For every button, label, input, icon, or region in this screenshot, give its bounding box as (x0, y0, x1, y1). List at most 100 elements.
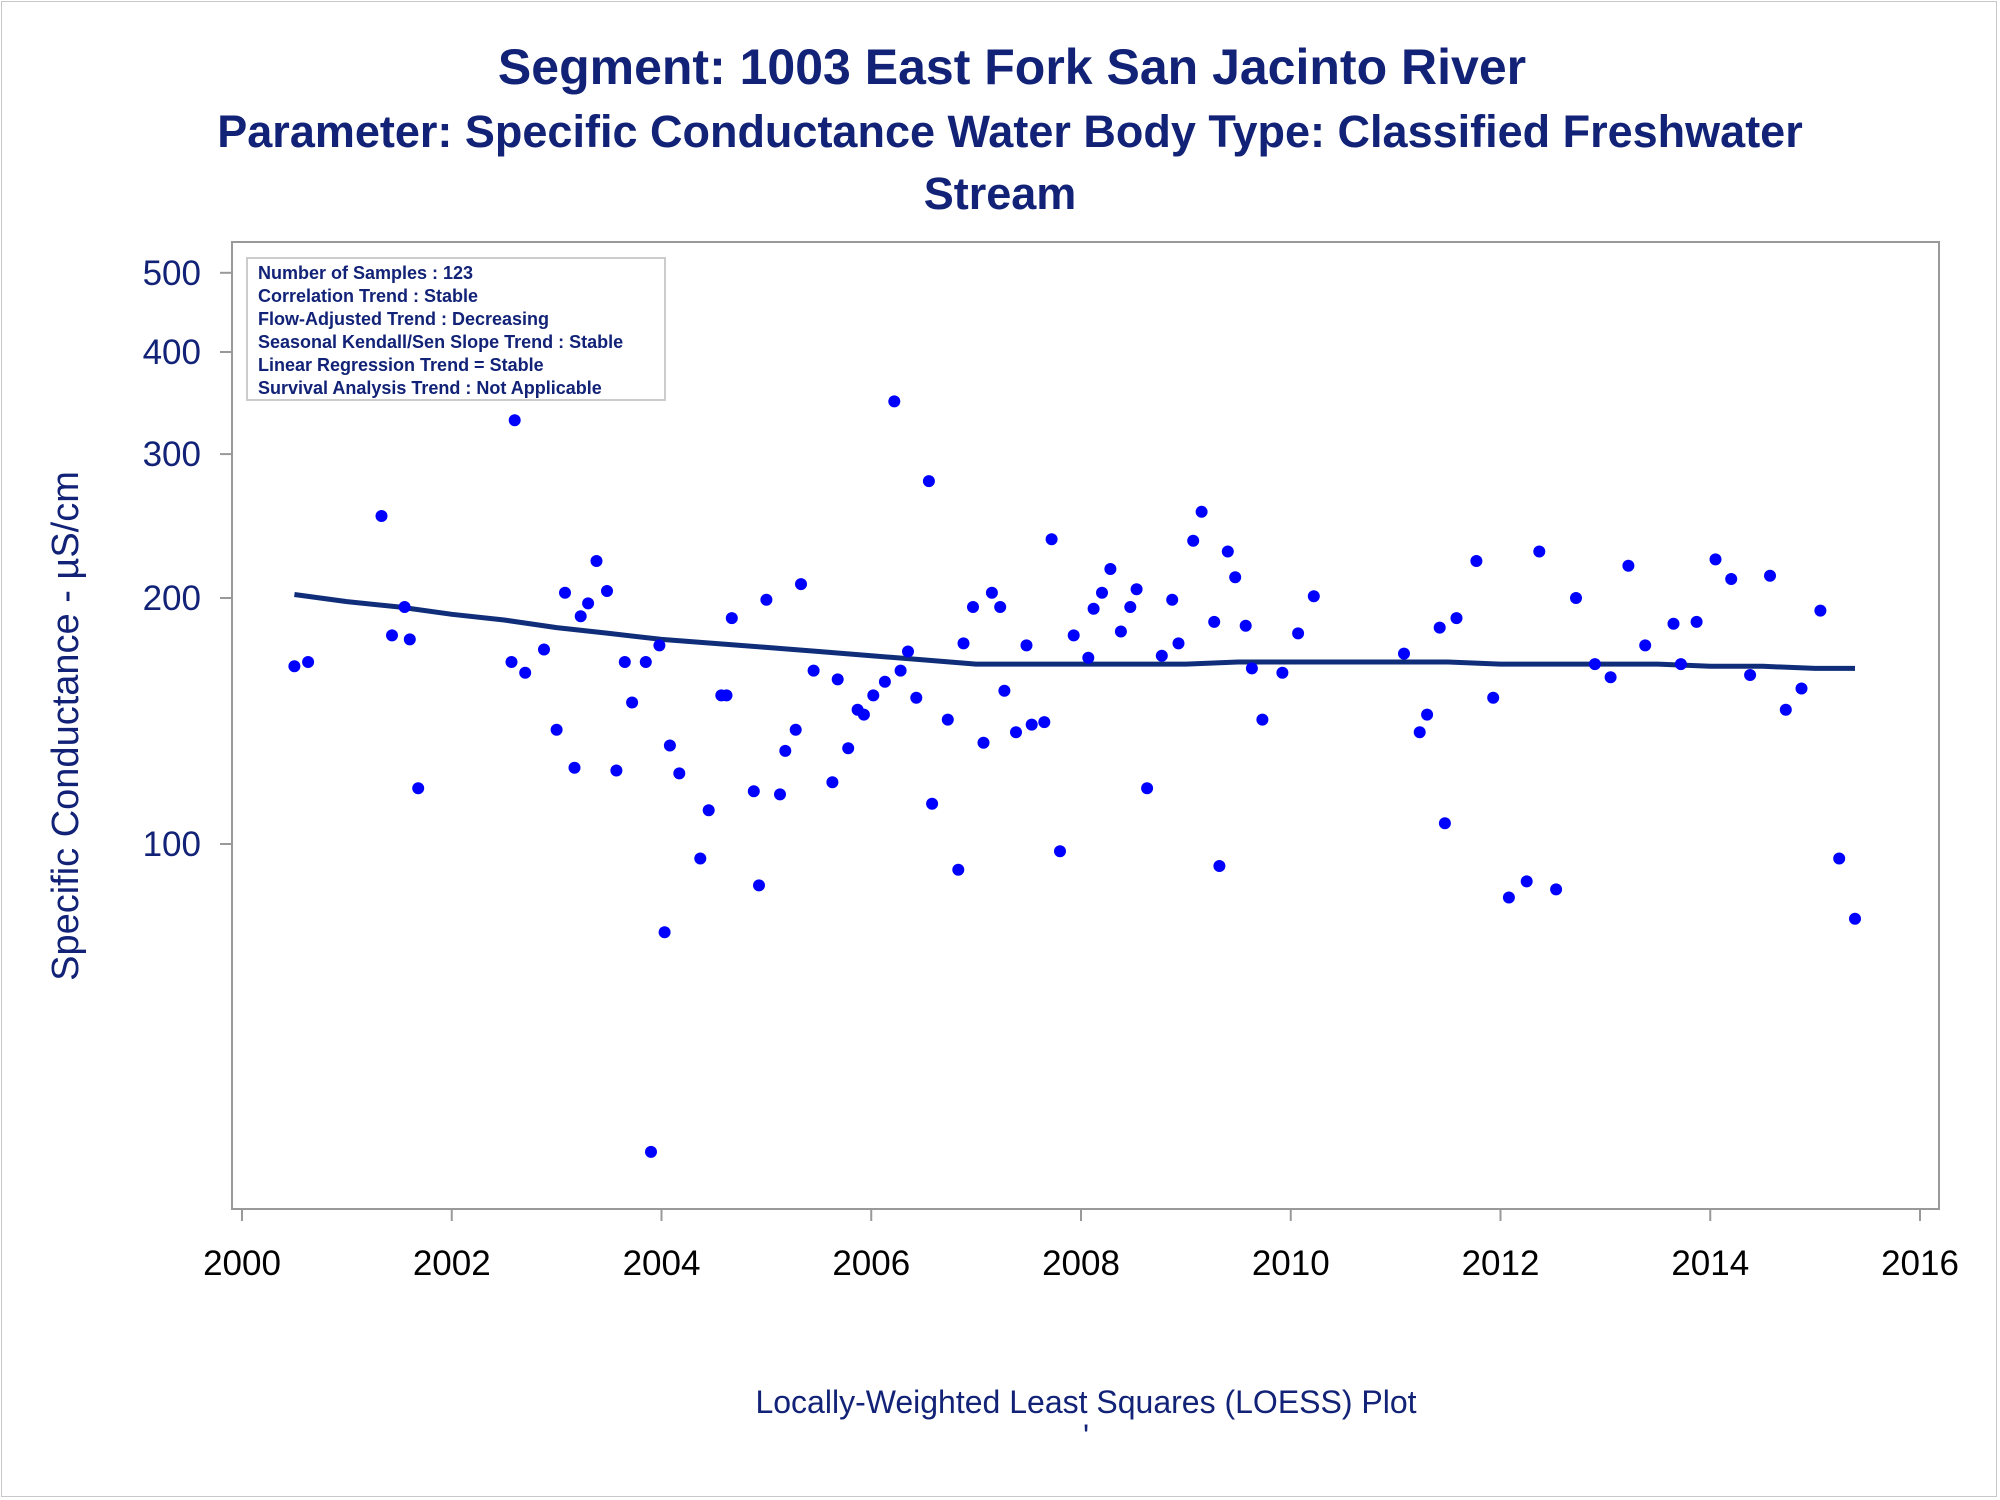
data-point (957, 637, 970, 650)
data-point (977, 736, 990, 749)
stat-survival: Survival Analysis Trend : Not Applicable (258, 378, 602, 398)
x-tick-label: 2010 (1252, 1244, 1330, 1283)
data-point (1550, 883, 1563, 896)
data-point (753, 879, 765, 892)
data-point (1155, 649, 1168, 662)
data-point (508, 414, 521, 427)
stats-inset-box (246, 257, 666, 401)
data-point (601, 585, 613, 597)
data-point (1421, 708, 1434, 721)
data-point (1520, 875, 1533, 888)
data-point (1067, 629, 1080, 642)
data-point (760, 593, 773, 606)
data-point (1221, 545, 1234, 558)
data-point (720, 689, 733, 702)
data-point (1010, 726, 1022, 739)
data-point (1245, 662, 1258, 675)
data-point (910, 691, 923, 704)
data-point (1166, 593, 1179, 606)
data-point (1398, 647, 1410, 660)
data-point (952, 863, 965, 876)
stat-samples: Number of Samples : 123 (258, 263, 473, 283)
data-point (1849, 912, 1861, 925)
data-point (779, 744, 792, 757)
data-point (1130, 583, 1143, 596)
data-point (519, 666, 532, 679)
x-tick-label: 2004 (623, 1244, 701, 1283)
y-tick-label: 500 (143, 254, 201, 293)
data-point (967, 601, 979, 613)
x-tick-label: 2014 (1671, 1244, 1749, 1283)
data-point (894, 664, 907, 677)
data-point (1229, 571, 1242, 584)
data-point (1087, 602, 1100, 615)
data-point (1709, 553, 1722, 566)
data-point (702, 804, 715, 817)
sample-points (288, 263, 1861, 1158)
data-point (878, 675, 891, 688)
data-point (941, 713, 954, 726)
data-point (1639, 639, 1652, 652)
data-point (658, 926, 671, 939)
data-point (645, 1145, 657, 1158)
data-point (994, 601, 1007, 613)
data-point (1764, 569, 1776, 582)
data-point (1502, 891, 1515, 904)
data-point (375, 510, 388, 522)
data-point (795, 578, 807, 591)
data-point (1570, 592, 1582, 604)
data-point (550, 723, 563, 736)
x-tick-label: 2008 (1042, 1244, 1120, 1283)
data-point (1054, 845, 1066, 858)
data-point (1604, 671, 1617, 684)
data-point (559, 586, 571, 599)
x-tick-label: 2000 (203, 1244, 281, 1283)
data-point (1674, 658, 1687, 671)
y-tick-label: 100 (143, 825, 201, 864)
plot-footnote: Locally-Weighted Least Squares (LOESS) P… (755, 1384, 1416, 1420)
x-axis: 2000 2002 2004 2006 2008 2010 2012 2014 2016 (203, 1208, 1959, 1283)
x-tick-label: 2002 (413, 1244, 491, 1283)
y-tick-label: 400 (143, 333, 201, 372)
data-point (1104, 563, 1117, 575)
data-point (1020, 639, 1033, 652)
data-point (302, 656, 315, 668)
y-tick-label: 200 (143, 579, 201, 618)
data-point (694, 852, 707, 865)
data-point (1450, 612, 1463, 625)
data-point (1433, 621, 1446, 634)
footnote-mark: ' (1083, 1418, 1089, 1454)
data-point (902, 645, 914, 658)
data-point (1195, 505, 1208, 518)
stat-seasonal-kendall: Seasonal Kendall/Sen Slope Trend : Stabl… (258, 332, 623, 352)
data-point (1588, 658, 1601, 671)
data-point (1779, 703, 1792, 716)
data-point (1124, 601, 1137, 613)
data-point (1082, 651, 1095, 664)
data-point (288, 660, 301, 673)
data-point (1141, 782, 1154, 795)
data-point (1690, 615, 1703, 628)
data-point (857, 708, 870, 721)
data-point (842, 742, 855, 755)
data-point (1622, 559, 1635, 572)
data-point (1438, 817, 1451, 830)
data-point (610, 764, 623, 777)
stat-linear-regression: Linear Regression Trend = Stable (258, 355, 544, 375)
data-point (673, 767, 686, 780)
y-axis-label: Specific Conductance - µS/cm (45, 471, 87, 981)
data-point (505, 656, 518, 668)
x-tick-label: 2012 (1462, 1244, 1540, 1283)
data-point (639, 656, 652, 668)
data-point (1487, 691, 1500, 704)
data-point (1114, 625, 1127, 638)
data-point (1744, 669, 1757, 681)
data-point (1172, 637, 1185, 650)
chart-subtitle-continued: Stream (923, 168, 1077, 219)
data-point (1725, 573, 1738, 585)
x-tick-label: 2006 (832, 1244, 910, 1283)
data-point (412, 782, 425, 795)
data-point (618, 656, 631, 668)
